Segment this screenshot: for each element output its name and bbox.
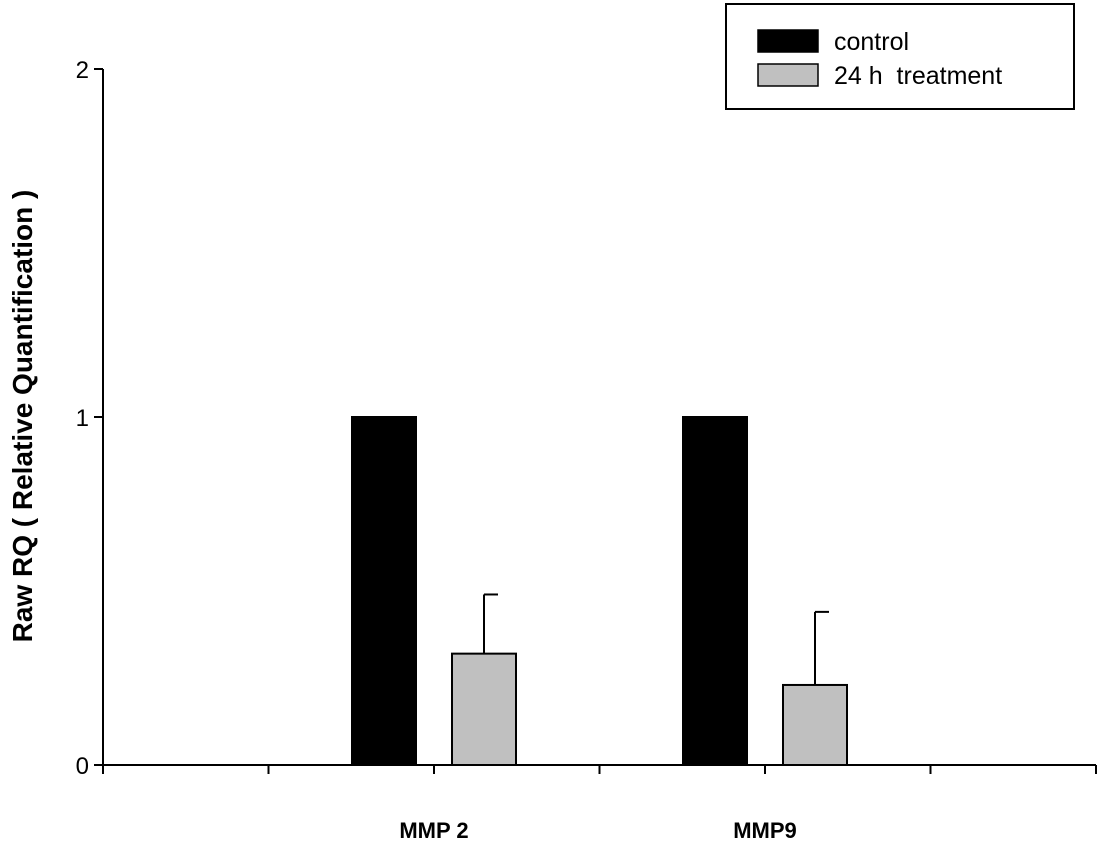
legend: control 24 h treatment (725, 3, 1075, 110)
bar-control (351, 416, 417, 766)
bar-treatment (782, 683, 848, 767)
legend-label-control: control (834, 28, 909, 56)
legend-swatch-control (757, 29, 819, 53)
axes (94, 68, 1097, 774)
bar-treatment (451, 652, 517, 767)
bars (351, 416, 848, 767)
x-category-label: MMP9 (733, 818, 797, 843)
legend-swatch-treatment (757, 63, 819, 87)
y-tick-label: 2 (76, 57, 89, 84)
x-category-label: MMP 2 (399, 818, 468, 843)
y-tick-label: 1 (76, 405, 89, 432)
legend-box (725, 3, 1075, 110)
y-axis-title: Raw RQ ( Relative Quantification ) (7, 190, 38, 643)
legend-label-treatment: 24 h treatment (834, 62, 1002, 90)
bar-control (682, 416, 748, 766)
labels: 0 1 2 MMP 2 MMP9 (76, 57, 797, 843)
y-tick-label: 0 (76, 753, 89, 780)
